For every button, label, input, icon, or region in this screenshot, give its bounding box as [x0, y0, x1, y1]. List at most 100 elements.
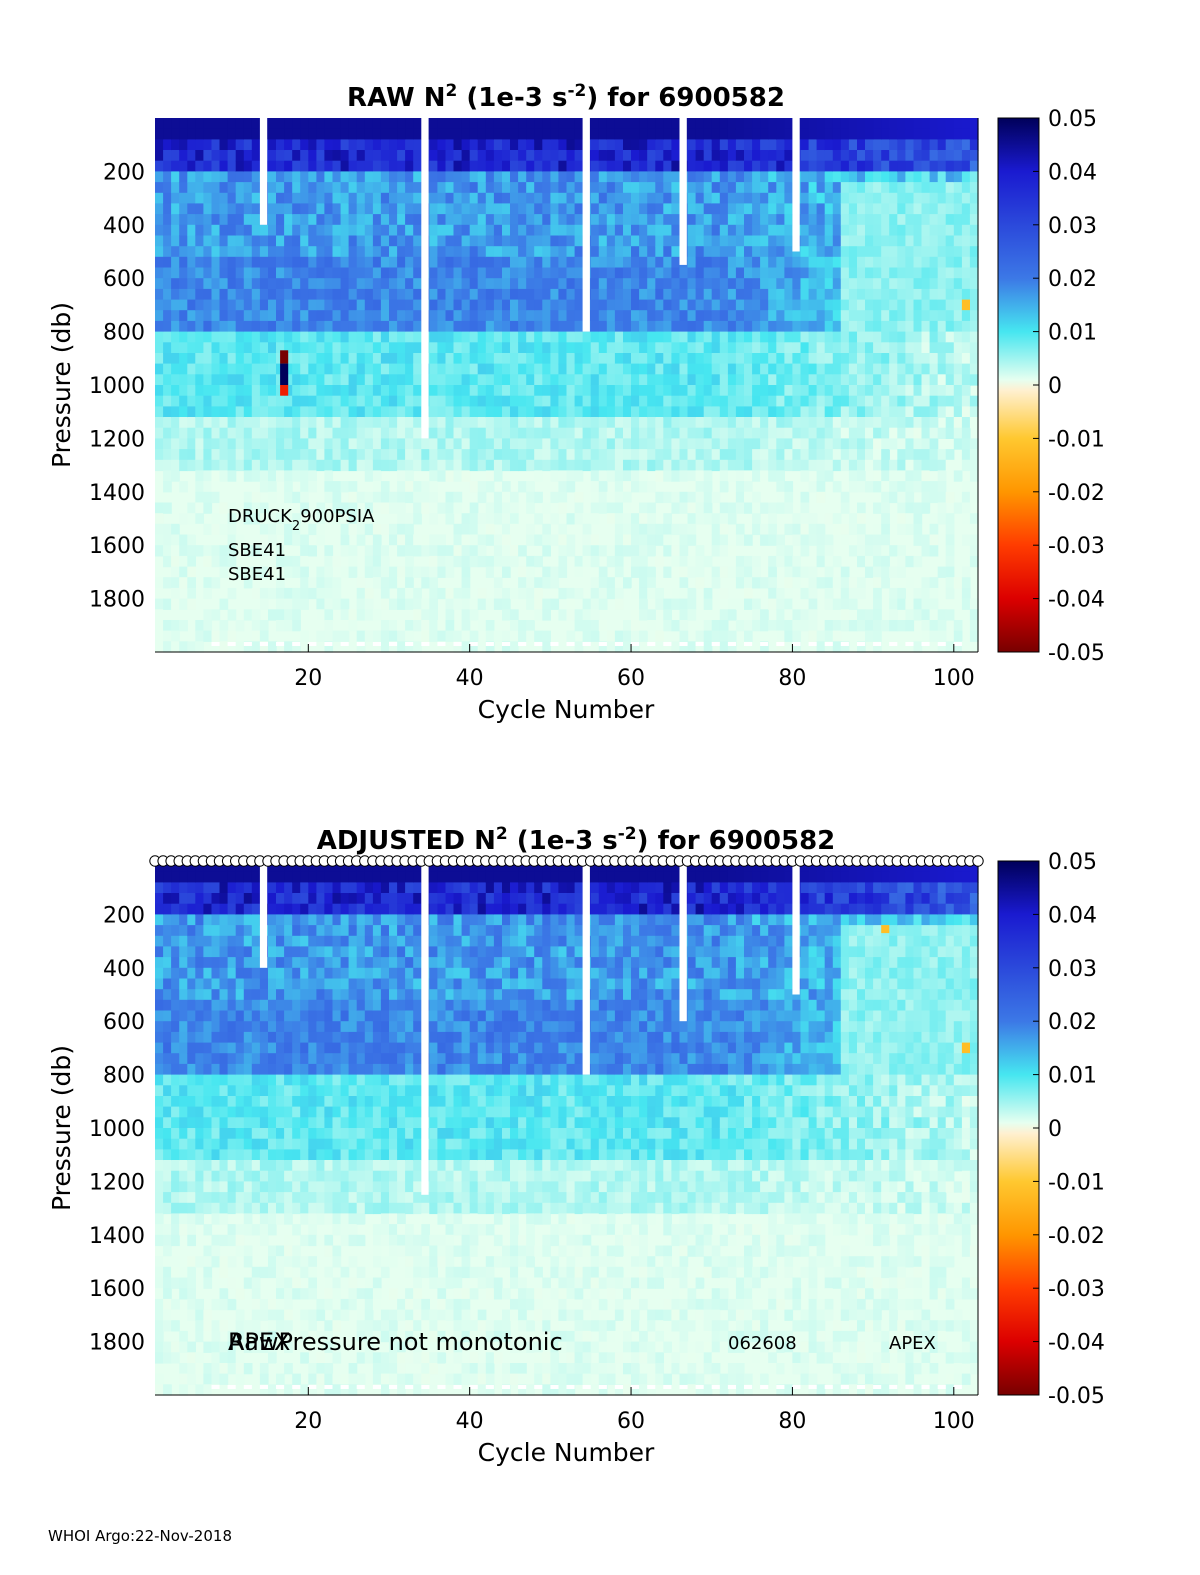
heatmap-cell [671, 587, 681, 600]
heatmap-cell [727, 545, 737, 557]
heatmap-cell [219, 331, 229, 343]
heatmap-cell [558, 214, 568, 226]
heatmap-cell [380, 491, 390, 504]
heatmap-cell [259, 267, 269, 279]
heatmap-cell [881, 160, 890, 172]
heatmap-cell [163, 1010, 172, 1022]
heatmap-cell [372, 320, 382, 333]
heatmap-cell [324, 577, 334, 589]
heatmap-cell [364, 374, 374, 386]
heatmap-cell [897, 417, 906, 429]
heatmap-cell [510, 150, 519, 162]
heatmap-cell [840, 566, 850, 578]
heatmap-cell [437, 118, 447, 130]
heatmap-cell [485, 438, 495, 450]
heatmap-cell [840, 459, 850, 472]
heatmap-cell [219, 438, 229, 450]
heatmap-cell [155, 1042, 164, 1054]
heatmap-cell [614, 523, 624, 536]
heatmap-cell [824, 160, 834, 172]
heatmap-cell [768, 320, 777, 333]
heatmap-cell [179, 620, 188, 632]
heatmap-cell [372, 353, 382, 365]
heatmap-cell [485, 203, 495, 215]
heatmap-cell [534, 630, 543, 642]
heatmap-cell [647, 438, 656, 450]
heatmap-cell [679, 630, 689, 642]
heatmap-cell [800, 459, 810, 472]
heatmap-cell [211, 1234, 221, 1247]
heatmap-cell [155, 957, 164, 969]
heatmap-cell [744, 555, 753, 568]
heatmap-cell [445, 192, 455, 205]
heatmap-cell [800, 224, 810, 237]
heatmap-cell [421, 545, 430, 557]
heatmap-cell [695, 406, 705, 418]
heatmap-cell [502, 385, 511, 397]
heatmap-cell [413, 609, 422, 621]
heatmap-cell [155, 935, 164, 948]
heatmap-cell [816, 363, 826, 375]
heatmap-cell [163, 555, 172, 568]
heatmap-cell [913, 555, 923, 568]
heatmap-cell [542, 118, 551, 130]
heatmap-cell [308, 385, 317, 397]
heatmap-cell [163, 342, 172, 354]
heatmap-cell [163, 214, 172, 226]
heatmap-cell [840, 363, 850, 375]
colorbar-tick-label: -0.01 [1048, 427, 1105, 452]
heatmap-cell [711, 438, 721, 450]
heatmap-cell [550, 320, 560, 333]
heatmap-cell [679, 342, 689, 354]
heatmap-cell [752, 523, 761, 536]
heatmap-cell [760, 641, 769, 653]
heatmap-cell [655, 385, 664, 397]
heatmap-cell [623, 353, 632, 365]
heatmap-cell [179, 1341, 188, 1353]
heatmap-cell [816, 353, 826, 365]
heatmap-cell [606, 171, 616, 183]
heatmap-cell [195, 1063, 204, 1076]
heatmap-cell [356, 214, 366, 226]
heatmap-cell [300, 406, 309, 418]
profile-end-mark [340, 642, 349, 646]
heatmap-cell [606, 374, 616, 386]
heatmap-cell [961, 353, 971, 365]
heatmap-cell [227, 609, 237, 621]
heatmap-cell [461, 620, 471, 632]
heatmap-cell [550, 342, 560, 354]
heatmap-cell [606, 385, 616, 397]
heatmap-cell [171, 978, 180, 990]
heatmap-cell [663, 256, 672, 269]
heatmap-cell [679, 310, 689, 322]
heatmap-cell [380, 555, 390, 568]
heatmap-cell [534, 320, 543, 333]
heatmap-cell [243, 267, 253, 279]
heatmap-cell [744, 502, 753, 514]
heatmap-cell [211, 1213, 221, 1225]
heatmap-cell [695, 310, 705, 322]
heatmap-cell [518, 459, 527, 472]
heatmap-cell [905, 214, 915, 226]
heatmap-cell [235, 224, 245, 237]
heatmap-cell [316, 246, 326, 258]
heatmap-cell [760, 192, 769, 205]
heatmap-cell [873, 235, 882, 247]
heatmap-cell [873, 320, 882, 333]
heatmap-cell [848, 459, 858, 472]
heatmap-cell [340, 609, 350, 621]
heatmap-cell [155, 406, 164, 418]
heatmap-cell [752, 203, 761, 215]
heatmap-cell [195, 1085, 204, 1097]
heatmap-cell [292, 160, 301, 172]
heatmap-cell [969, 406, 979, 418]
heatmap-cell [881, 620, 890, 632]
heatmap-cell [163, 1245, 172, 1257]
heatmap-cell [251, 395, 261, 407]
heatmap-cell [881, 214, 890, 226]
colorbar-tick-label: 0 [1048, 374, 1062, 399]
heatmap-cell [469, 310, 479, 322]
heatmap-cell [187, 587, 196, 600]
heatmap-cell [711, 491, 721, 504]
heatmap-cell [179, 1384, 188, 1396]
